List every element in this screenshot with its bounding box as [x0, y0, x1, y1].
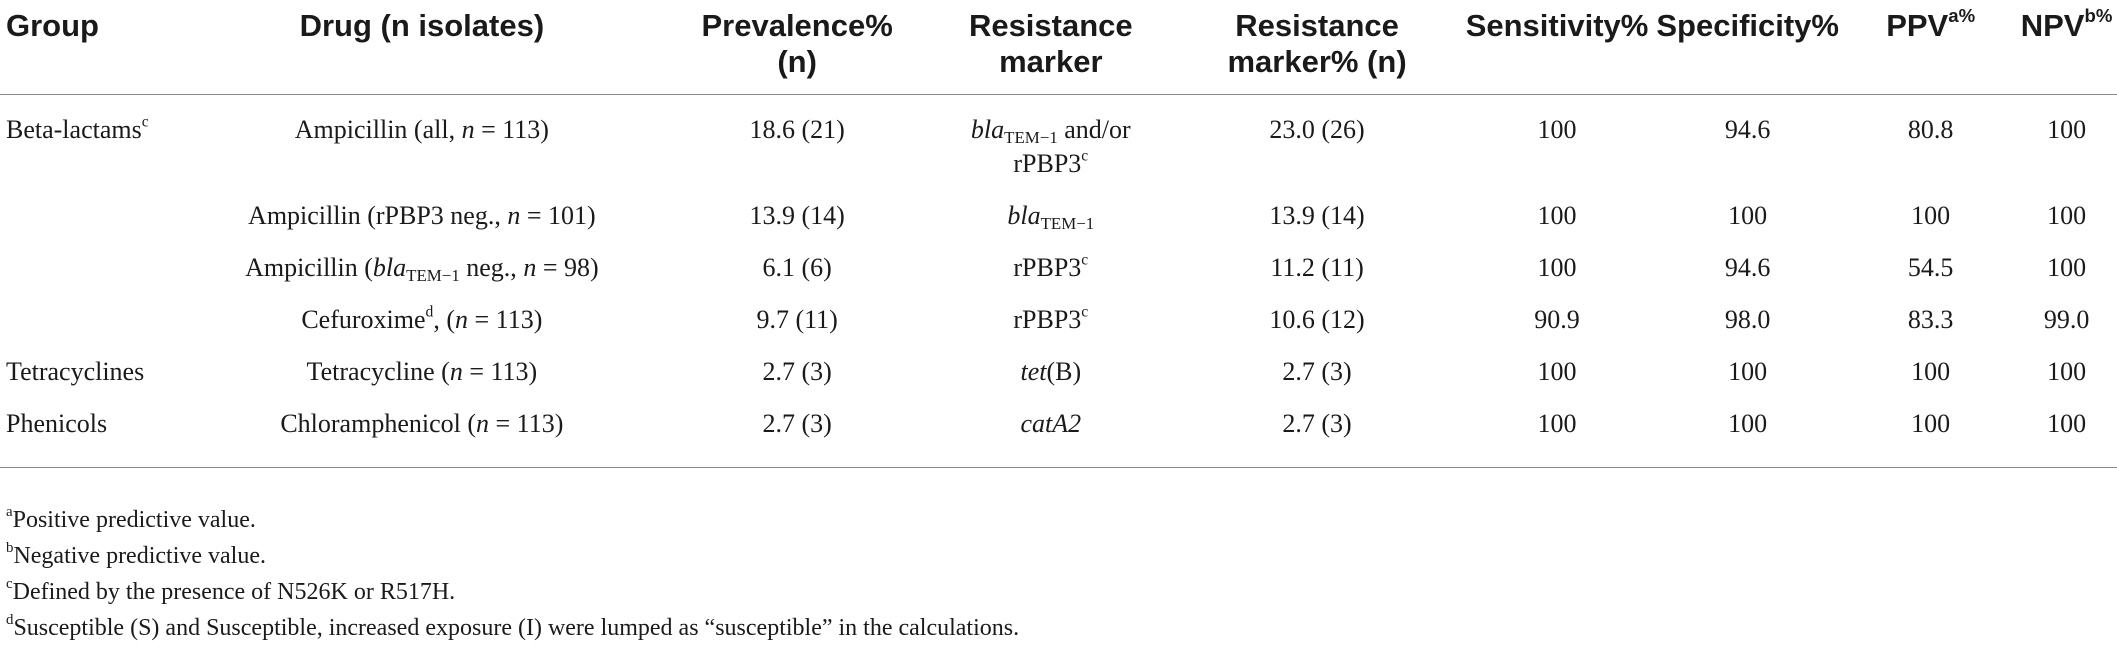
header-drug: Drug (n isolates) [180, 0, 663, 95]
cell-prevalence: 2.7 (3) [662, 407, 932, 468]
header-group: Group [0, 0, 181, 95]
cell-resistance-marker-pct: 23.0 (26) [1269, 115, 1365, 144]
cell-sensitivity: 100 [1463, 407, 1651, 468]
footnote-b: bNegative predictive value. [6, 539, 266, 569]
cell-ppv: 100 [1911, 357, 1951, 386]
cell-ppv: 83.3 [1907, 305, 1954, 334]
cell-drug: Chloramphenicol (n = 113) [180, 407, 663, 468]
cell-resistance-marker: rPBP3c [1013, 251, 1089, 282]
cell-ppv: 54.5 [1907, 253, 1954, 282]
cell-drug: Tetracycline (n = 113) [306, 357, 538, 386]
cell-drug: Cefuroximed, (n = 113) [301, 303, 543, 334]
table-row: Cefuroximed, (n = 113) 9.7 (11) rPBP3c 1… [0, 303, 2117, 355]
cell-resistance-marker: blaTEM−1 and/or rPBP3c [970, 115, 1131, 178]
table-body: Beta-lactamsc Ampicillin (all, n = 113) … [0, 95, 2117, 468]
cell-resistance-marker-pct: 11.2 (11) [1270, 253, 1364, 282]
cell-group: Beta-lactamsc [6, 113, 149, 144]
footnote-c: cDefined by the presence of N526K or R51… [6, 575, 456, 605]
cell-sensitivity: 100 [1537, 115, 1577, 144]
header-ppv: PPVa% [1845, 0, 2017, 95]
cell-resistance-marker-pct: 10.6 (12) [1269, 305, 1365, 334]
cell-prevalence: 18.6 (21) [749, 115, 845, 144]
cell-ppv: 100 [1845, 407, 2017, 468]
cell-prevalence: 9.7 (11) [756, 305, 838, 334]
cell-specificity: 98.0 [1724, 305, 1771, 334]
cell-sensitivity: 90.9 [1534, 305, 1580, 334]
table-row: Ampicillin (rPBP3 neg., n = 101) 13.9 (1… [0, 199, 2117, 251]
cell-group [0, 199, 181, 251]
cell-npv: 100 [2047, 201, 2087, 230]
table-row: Beta-lactamsc Ampicillin (all, n = 113) … [0, 95, 2117, 200]
header-row: Group Drug (n isolates) Prevalence% (n) R… [0, 0, 2117, 95]
header-specificity: Specificity% [1650, 0, 1846, 95]
cell-group: Phenicols [0, 407, 181, 468]
cell-drug: Ampicillin (rPBP3 neg., n = 101) [248, 201, 596, 230]
cell-npv: 100 [2047, 115, 2087, 144]
table-header: Group Drug (n isolates) Prevalence% (n) R… [0, 0, 2117, 95]
cell-group: Tetracyclines [6, 357, 145, 386]
cell-sensitivity: 100 [1537, 357, 1577, 386]
cell-sensitivity: 100 [1537, 201, 1577, 230]
cell-group [0, 251, 181, 303]
cell-ppv: 100 [1911, 201, 1951, 230]
cell-specificity: 100 [1728, 201, 1768, 230]
cell-resistance-marker: blaTEM−1 [1007, 201, 1095, 234]
cell-npv: 100 [2047, 253, 2087, 282]
header-resistance-marker-pct: Resistance marker% (n) [1170, 0, 1464, 95]
cell-sensitivity: 100 [1537, 253, 1577, 282]
table-row: Tetracyclines Tetracycline (n = 113) 2.7… [0, 355, 2117, 407]
cell-drug: Ampicillin (blaTEM−1 neg., n = 98) [245, 253, 599, 286]
cell-npv: 100 [2047, 357, 2087, 386]
resistance-table-container: Group Drug (n isolates) Prevalence% (n) R… [0, 0, 2117, 468]
resistance-table: Group Drug (n isolates) Prevalence% (n) R… [0, 0, 2117, 468]
table-row: Ampicillin (blaTEM−1 neg., n = 98) 6.1 (… [0, 251, 2117, 303]
table-footnotes: aPositive predictive value. bNegative pr… [6, 502, 2106, 646]
footnote-d: dSusceptible (S) and Susceptible, increa… [6, 611, 1020, 641]
cell-resistance-marker-pct: 2.7 (3) [1170, 407, 1464, 468]
cell-ppv: 80.8 [1907, 115, 1954, 144]
cell-specificity: 94.6 [1724, 115, 1771, 144]
cell-prevalence: 6.1 (6) [762, 253, 832, 282]
cell-prevalence: 13.9 (14) [749, 201, 845, 230]
cell-group [0, 303, 181, 355]
cell-specificity: 94.6 [1724, 253, 1771, 282]
cell-resistance-marker-pct: 2.7 (3) [1282, 357, 1352, 386]
header-npv: NPVb% [2016, 0, 2117, 95]
cell-specificity: 100 [1650, 407, 1846, 468]
cell-resistance-marker: tet(B) [1020, 357, 1082, 386]
cell-drug: Ampicillin (all, n = 113) [294, 115, 549, 144]
header-sensitivity: Sensitivity% [1463, 0, 1651, 95]
header-resistance-marker: Resistance marker [931, 0, 1171, 95]
cell-npv: 100 [2016, 407, 2117, 468]
cell-resistance-marker: rPBP3c [1013, 303, 1089, 334]
footnote-a: aPositive predictive value. [6, 503, 256, 533]
cell-resistance-marker-pct: 13.9 (14) [1269, 201, 1365, 230]
table-row: Phenicols Chloramphenicol (n = 113) 2.7 … [0, 407, 2117, 468]
cell-prevalence: 2.7 (3) [762, 357, 832, 386]
header-prevalence: Prevalence% (n) [662, 0, 932, 95]
cell-npv: 99.0 [2043, 305, 2090, 334]
cell-specificity: 100 [1728, 357, 1768, 386]
cell-resistance-marker: catA2 [931, 407, 1171, 468]
